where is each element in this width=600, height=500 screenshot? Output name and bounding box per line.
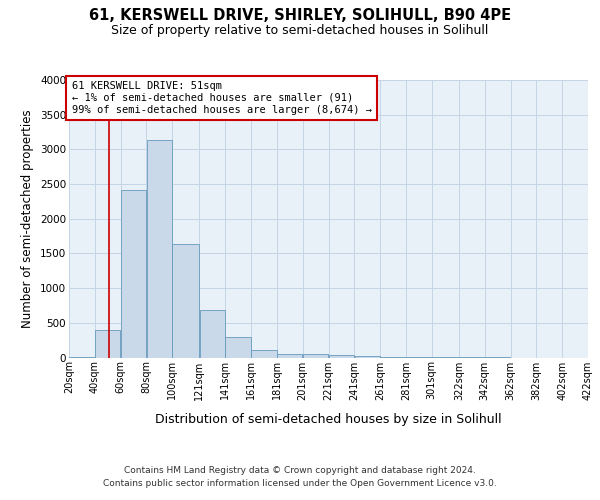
Bar bbox=[226, 336, 251, 357]
Bar bbox=[251, 350, 277, 358]
Bar bbox=[355, 356, 380, 358]
Text: Distribution of semi-detached houses by size in Solihull: Distribution of semi-detached houses by … bbox=[155, 412, 502, 426]
Bar bbox=[303, 354, 328, 358]
Bar bbox=[146, 140, 172, 358]
Text: Size of property relative to semi-detached houses in Solihull: Size of property relative to semi-detach… bbox=[112, 24, 488, 37]
Bar bbox=[329, 354, 354, 358]
Bar bbox=[200, 310, 225, 358]
Y-axis label: Number of semi-detached properties: Number of semi-detached properties bbox=[22, 110, 34, 328]
Text: Contains public sector information licensed under the Open Government Licence v3: Contains public sector information licen… bbox=[103, 479, 497, 488]
Text: Contains HM Land Registry data © Crown copyright and database right 2024.: Contains HM Land Registry data © Crown c… bbox=[124, 466, 476, 475]
Bar bbox=[121, 190, 146, 358]
Bar bbox=[172, 244, 199, 358]
Text: 61 KERSWELL DRIVE: 51sqm
← 1% of semi-detached houses are smaller (91)
99% of se: 61 KERSWELL DRIVE: 51sqm ← 1% of semi-de… bbox=[71, 82, 371, 114]
Bar bbox=[277, 354, 302, 358]
Text: 61, KERSWELL DRIVE, SHIRLEY, SOLIHULL, B90 4PE: 61, KERSWELL DRIVE, SHIRLEY, SOLIHULL, B… bbox=[89, 8, 511, 22]
Bar bbox=[95, 330, 121, 357]
